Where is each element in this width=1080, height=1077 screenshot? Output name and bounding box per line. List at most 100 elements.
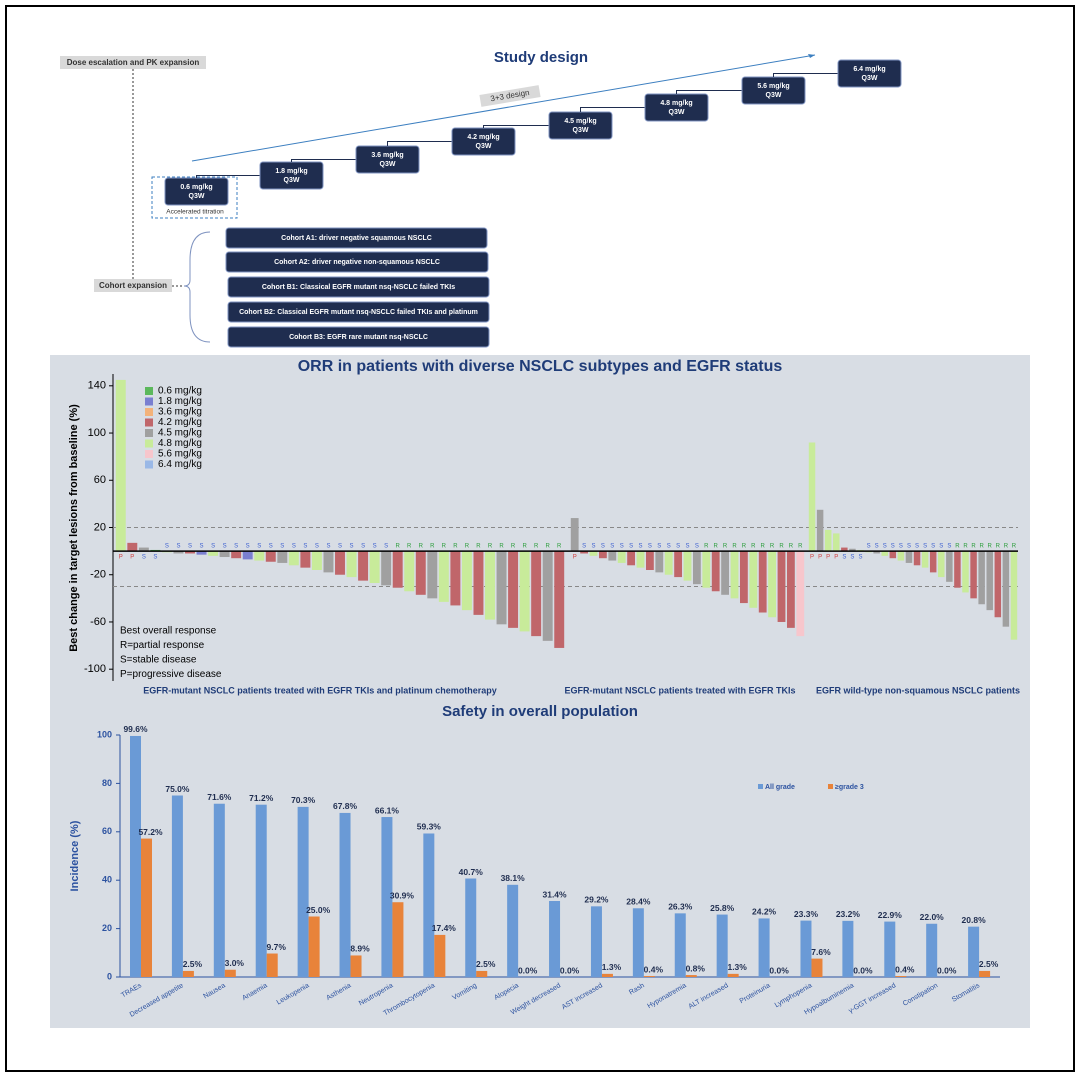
legend-swatch (145, 397, 153, 406)
value-label: 0.0% (853, 965, 873, 975)
legend-swatch (145, 418, 153, 427)
bar (254, 551, 265, 561)
response-label: S (858, 555, 862, 561)
dose-schedule: Q3W (476, 143, 492, 150)
bar (702, 551, 711, 588)
bar (507, 884, 519, 977)
step-line (676, 90, 742, 94)
value-label: 29.2% (584, 895, 609, 905)
response-label: S (638, 544, 642, 550)
value-label: 20.8% (962, 915, 987, 925)
response-label: S (657, 544, 661, 550)
cohort-expansion-label: Cohort expansion (99, 281, 167, 290)
y-tick-label: 100 (88, 427, 106, 439)
bar (627, 551, 635, 566)
bar (889, 551, 897, 559)
legend-swatch (145, 450, 153, 458)
value-label: 25.0% (306, 905, 331, 915)
label-bg (60, 56, 206, 69)
response-label: S (850, 555, 854, 561)
bar (297, 806, 309, 977)
response-label: P (826, 555, 830, 561)
dose-box (355, 145, 420, 174)
bar (308, 916, 320, 977)
legend-swatch (145, 387, 153, 395)
bar (589, 551, 598, 556)
bar (632, 908, 644, 977)
bar (758, 918, 770, 977)
bar (224, 969, 236, 977)
response-label: S (676, 544, 680, 550)
dose-schedule: Q3W (573, 127, 589, 134)
response-label: R (988, 544, 993, 550)
response-label: S (292, 544, 296, 550)
bar (636, 551, 645, 568)
bar (796, 551, 805, 637)
response-label: S (923, 544, 927, 550)
label-bg (479, 85, 541, 107)
bar (266, 953, 278, 977)
dose-schedule: Q3W (766, 92, 782, 99)
legend-swatch (145, 460, 153, 469)
response-label: S (931, 544, 935, 550)
value-label: 59.3% (417, 822, 442, 832)
bar (231, 551, 242, 559)
bar (929, 551, 937, 573)
y-tick-label: 40 (102, 875, 112, 885)
value-label: 0.0% (560, 965, 580, 975)
bar (335, 551, 345, 575)
response-label: R (442, 544, 447, 550)
y-tick-label: 60 (102, 826, 112, 836)
response-label: R (407, 544, 412, 550)
value-label: 0.0% (937, 965, 957, 975)
value-label: 22.0% (920, 912, 945, 922)
dose-label: 4.5 mg/kg (564, 118, 596, 125)
response-label: R (732, 544, 737, 550)
dose-box (259, 161, 324, 190)
bar (219, 551, 230, 558)
bar (730, 551, 739, 599)
response-label: S (907, 544, 911, 550)
cohort-label: Cohort B2: Classical EGFR mutant nsq-NSC… (239, 309, 478, 316)
response-label: R (963, 544, 968, 550)
bar (938, 551, 945, 578)
response-label: S (883, 544, 887, 550)
y-axis-label: Best change in target lesions from basel… (68, 404, 80, 652)
bar (182, 970, 194, 977)
y-axis-label: Incidence (%) (69, 820, 81, 891)
bar (461, 551, 472, 611)
bar (288, 551, 299, 566)
step-line (580, 107, 645, 112)
legend-swatch (828, 784, 833, 789)
bar (311, 551, 322, 571)
arrow-head (808, 54, 815, 58)
bar (580, 551, 588, 554)
bar (554, 551, 565, 648)
bar (683, 551, 692, 581)
response-label: S (246, 544, 250, 550)
bar (601, 973, 613, 977)
value-label: 31.4% (542, 889, 567, 899)
response-label: S (315, 544, 319, 550)
bar (954, 551, 961, 588)
bar (350, 955, 362, 977)
bar (970, 551, 977, 599)
dose-schedule: Q3W (189, 193, 205, 200)
response-label: S (165, 544, 169, 550)
bar (994, 551, 1002, 618)
legend-label: 5.6 mg/kg (158, 449, 202, 460)
bar (881, 551, 888, 556)
bar (895, 976, 907, 977)
bar (171, 795, 183, 977)
response-label: S (338, 544, 342, 550)
response-label: R (979, 544, 984, 550)
response-label: R (789, 544, 794, 550)
bar (473, 551, 484, 615)
bar (242, 551, 253, 560)
response-label: S (350, 544, 354, 550)
dose-box (548, 111, 613, 140)
y-tick-label: -20 (90, 569, 106, 581)
label-bg (94, 279, 172, 292)
legend-label: All grade (765, 784, 795, 791)
bar (905, 551, 913, 563)
